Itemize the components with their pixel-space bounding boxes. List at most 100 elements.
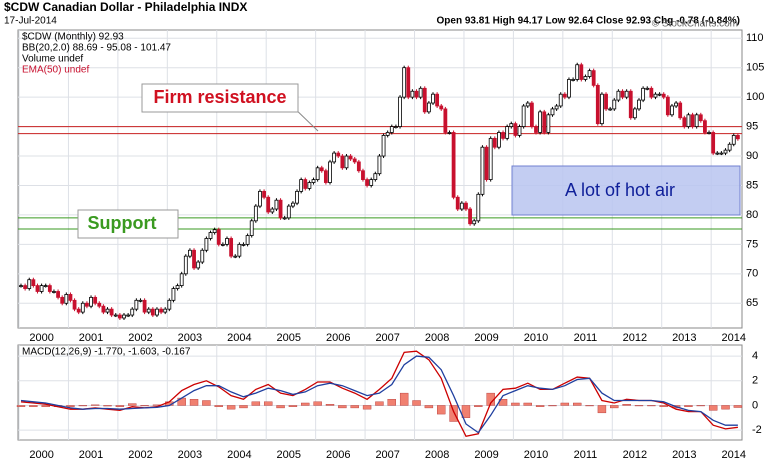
candle [76, 308, 81, 313]
candle [649, 87, 654, 98]
candle [464, 202, 468, 210]
candle [562, 93, 567, 98]
candle [192, 249, 196, 269]
candle [138, 299, 143, 302]
candle [212, 229, 217, 233]
candle [595, 84, 600, 125]
annotation: A lot of hot air [565, 180, 675, 200]
candle [385, 132, 390, 136]
y-tick-label: 90 [746, 150, 758, 162]
histogram-bar [548, 405, 557, 407]
candle [175, 285, 180, 289]
candle [291, 202, 295, 207]
candle [344, 155, 349, 169]
macd-frame [17, 344, 743, 441]
candle [204, 238, 209, 251]
x-tick-label: 2013 [672, 449, 696, 461]
candle [735, 135, 740, 140]
candle [534, 126, 538, 133]
candle [715, 152, 720, 155]
candle [328, 161, 332, 183]
x-tick-label: 2004 [227, 449, 251, 461]
x-tick-label: 2013 [672, 332, 696, 344]
candle [468, 208, 472, 225]
x-tick-label: 2005 [277, 449, 301, 461]
candle [439, 105, 444, 110]
candle [377, 155, 382, 175]
candle [299, 179, 304, 192]
candle [661, 93, 666, 98]
histogram-bar [41, 405, 50, 407]
histogram-bar [696, 405, 705, 407]
candle [422, 87, 427, 113]
legend-entry: $CDW (Monthly) 92.93 [22, 32, 124, 43]
candle [109, 308, 114, 316]
candle [459, 202, 464, 210]
x-tick-label: 2010 [524, 332, 548, 344]
x-tick-label: 2007 [375, 332, 399, 344]
histogram-bar [29, 405, 38, 407]
x-tick-label: 2012 [623, 449, 647, 461]
candle [336, 152, 341, 157]
y-tick-label: 65 [746, 297, 758, 309]
candle [122, 314, 126, 319]
legend-entry: EMA(50) undef [22, 65, 89, 76]
histogram-bar [313, 401, 322, 406]
x-tick-label: 2002 [128, 449, 152, 461]
candle [356, 161, 361, 172]
y-tick-label: 105 [746, 62, 764, 74]
histogram-bar [128, 403, 137, 406]
histogram-bar [573, 402, 582, 406]
x-tick-label: 2009 [474, 332, 498, 344]
candle [690, 114, 695, 127]
candle [241, 243, 246, 246]
histogram-bar [535, 405, 545, 407]
candle [134, 299, 139, 310]
candle [105, 308, 110, 313]
candle [245, 235, 250, 245]
candle [286, 205, 291, 219]
candle [575, 64, 580, 80]
candle [163, 308, 168, 313]
date: 17-Jul-2014 [4, 16, 57, 27]
candle [303, 179, 308, 189]
candle [47, 285, 52, 292]
x-tick-label: 2007 [375, 449, 399, 461]
chart-title: $CDW Canadian Dollar - Philadelphia INDX [4, 0, 247, 14]
histogram-bar [214, 405, 223, 407]
y-tick-label: 80 [746, 209, 758, 221]
candle [435, 93, 440, 107]
histogram-bar [338, 405, 347, 409]
candle [52, 291, 56, 293]
candle [727, 143, 732, 151]
candle [340, 155, 345, 169]
histogram-bar [474, 405, 483, 407]
histogram-bar [733, 405, 743, 408]
candle [678, 102, 683, 119]
candle [101, 305, 106, 313]
histogram-bar [264, 401, 273, 406]
candle [418, 87, 423, 98]
candle [64, 294, 69, 304]
candle [233, 255, 238, 258]
histogram-bar [511, 402, 520, 406]
candle [155, 308, 159, 316]
histogram-bar [437, 405, 446, 415]
candle [628, 90, 633, 119]
candle [538, 111, 543, 133]
candle [410, 90, 415, 98]
x-tick-label: 2001 [79, 449, 103, 461]
candle [480, 146, 485, 195]
x-tick-label: 2006 [326, 332, 350, 344]
candle [431, 93, 435, 104]
candle [150, 308, 155, 316]
candle [484, 146, 489, 180]
candle [620, 90, 625, 98]
candle [546, 114, 551, 133]
macd-line [20, 355, 738, 434]
annotation: Firm resistance [153, 87, 286, 107]
credit: © StockCharts.com [652, 19, 738, 30]
candle [542, 111, 547, 133]
histogram-bar [387, 399, 396, 406]
histogram-bar [251, 401, 261, 406]
